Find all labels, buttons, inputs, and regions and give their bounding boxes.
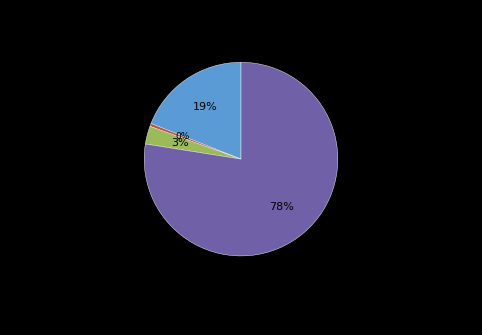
Wedge shape [146, 126, 241, 159]
Text: 19%: 19% [193, 102, 218, 112]
Text: 0%: 0% [175, 132, 189, 141]
Wedge shape [151, 62, 241, 159]
Wedge shape [150, 124, 241, 159]
Text: 78%: 78% [269, 202, 295, 212]
Text: 3%: 3% [171, 138, 189, 148]
Wedge shape [144, 62, 338, 256]
